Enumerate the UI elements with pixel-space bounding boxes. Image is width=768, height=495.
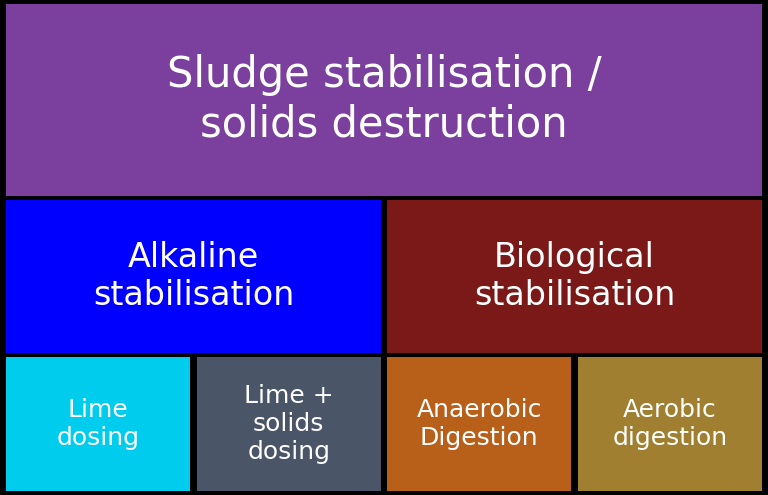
FancyBboxPatch shape	[387, 199, 762, 353]
Text: Alkaline
stabilisation: Alkaline stabilisation	[93, 241, 294, 312]
Text: Lime +
solids
dosing: Lime + solids dosing	[244, 384, 333, 464]
FancyBboxPatch shape	[6, 4, 762, 196]
FancyBboxPatch shape	[6, 199, 381, 353]
Text: Lime
dosing: Lime dosing	[57, 398, 140, 450]
Text: Sludge stabilisation /
solids destruction: Sludge stabilisation / solids destructio…	[167, 54, 601, 145]
FancyBboxPatch shape	[578, 357, 762, 491]
FancyBboxPatch shape	[387, 357, 571, 491]
FancyBboxPatch shape	[197, 357, 381, 491]
Text: Biological
stabilisation: Biological stabilisation	[474, 241, 675, 312]
FancyBboxPatch shape	[6, 357, 190, 491]
Text: Aerobic
digestion: Aerobic digestion	[612, 398, 727, 450]
Text: Anaerobic
Digestion: Anaerobic Digestion	[416, 398, 542, 450]
